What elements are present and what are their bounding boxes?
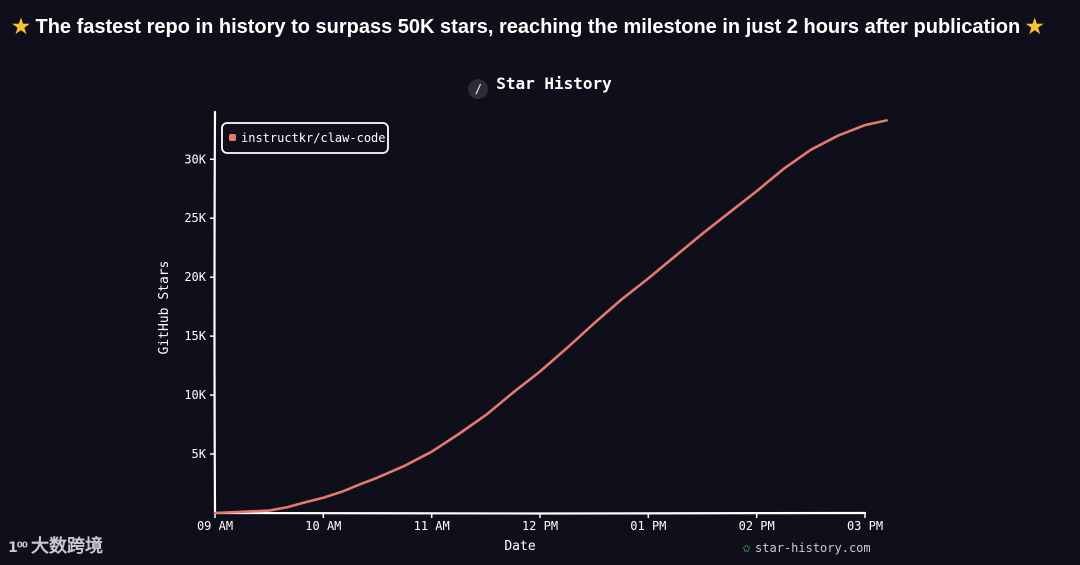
headline-text: The fastest repo in history to surpass 5… xyxy=(35,16,1021,38)
chart-title-text: Star History xyxy=(496,74,612,93)
chart-title: / Star History xyxy=(0,74,1080,99)
watermark-right-text: star-history.com xyxy=(755,541,871,555)
y-tick-label: 30K xyxy=(184,152,206,166)
watermark-badge: 1⁰⁰ xyxy=(8,540,28,556)
x-tick-label: 11 AM xyxy=(414,519,450,533)
x-tick-label: 03 PM xyxy=(847,519,883,533)
star-emoji-icon: ★ xyxy=(1025,16,1044,38)
x-tick-label: 02 PM xyxy=(739,519,775,533)
chart-series xyxy=(213,119,889,515)
axis-labels: Date GitHub Stars xyxy=(157,261,536,554)
x-tick-label: 01 PM xyxy=(630,519,666,533)
legend-label: instructkr/claw-code xyxy=(241,131,386,145)
y-tick-label: 15K xyxy=(184,329,206,343)
y-axis-line xyxy=(213,110,217,515)
pencil-icon: / xyxy=(468,79,489,99)
y-axis-label: GitHub Stars xyxy=(157,261,172,355)
star-logo-icon: ✩ xyxy=(742,538,752,556)
y-tick-label: 5K xyxy=(192,447,207,461)
x-tick-label: 12 PM xyxy=(522,519,558,533)
y-tick-label: 20K xyxy=(184,270,206,284)
chart-legend: instructkr/claw-code xyxy=(221,122,389,154)
y-tick-label: 25K xyxy=(184,211,206,225)
y-tick-label: 10K xyxy=(184,388,206,402)
watermark-right[interactable]: ✩ star-history.com xyxy=(742,538,871,556)
x-axis-label: Date xyxy=(504,539,535,554)
x-tick-label: 10 AM xyxy=(305,519,341,533)
legend-box xyxy=(221,122,389,154)
star-emoji-icon: ★ xyxy=(12,16,30,38)
legend-swatch xyxy=(229,134,236,141)
headline: ★ The fastest repo in history to surpass… xyxy=(12,14,1044,39)
watermark-left-text: 大数跨境 xyxy=(31,536,104,557)
x-axis-ticks: 09 AM 10 AM 11 AM 12 PM 01 PM 02 PM 03 PM xyxy=(197,513,883,533)
y-axis-ticks: 5K 10K 15K 20K 25K 30K xyxy=(184,152,215,461)
x-tick-label: 09 AM xyxy=(197,519,233,533)
chart-axes xyxy=(213,110,867,515)
series-line xyxy=(213,119,889,515)
watermark-left: 1⁰⁰ 大数跨境 xyxy=(8,532,103,558)
